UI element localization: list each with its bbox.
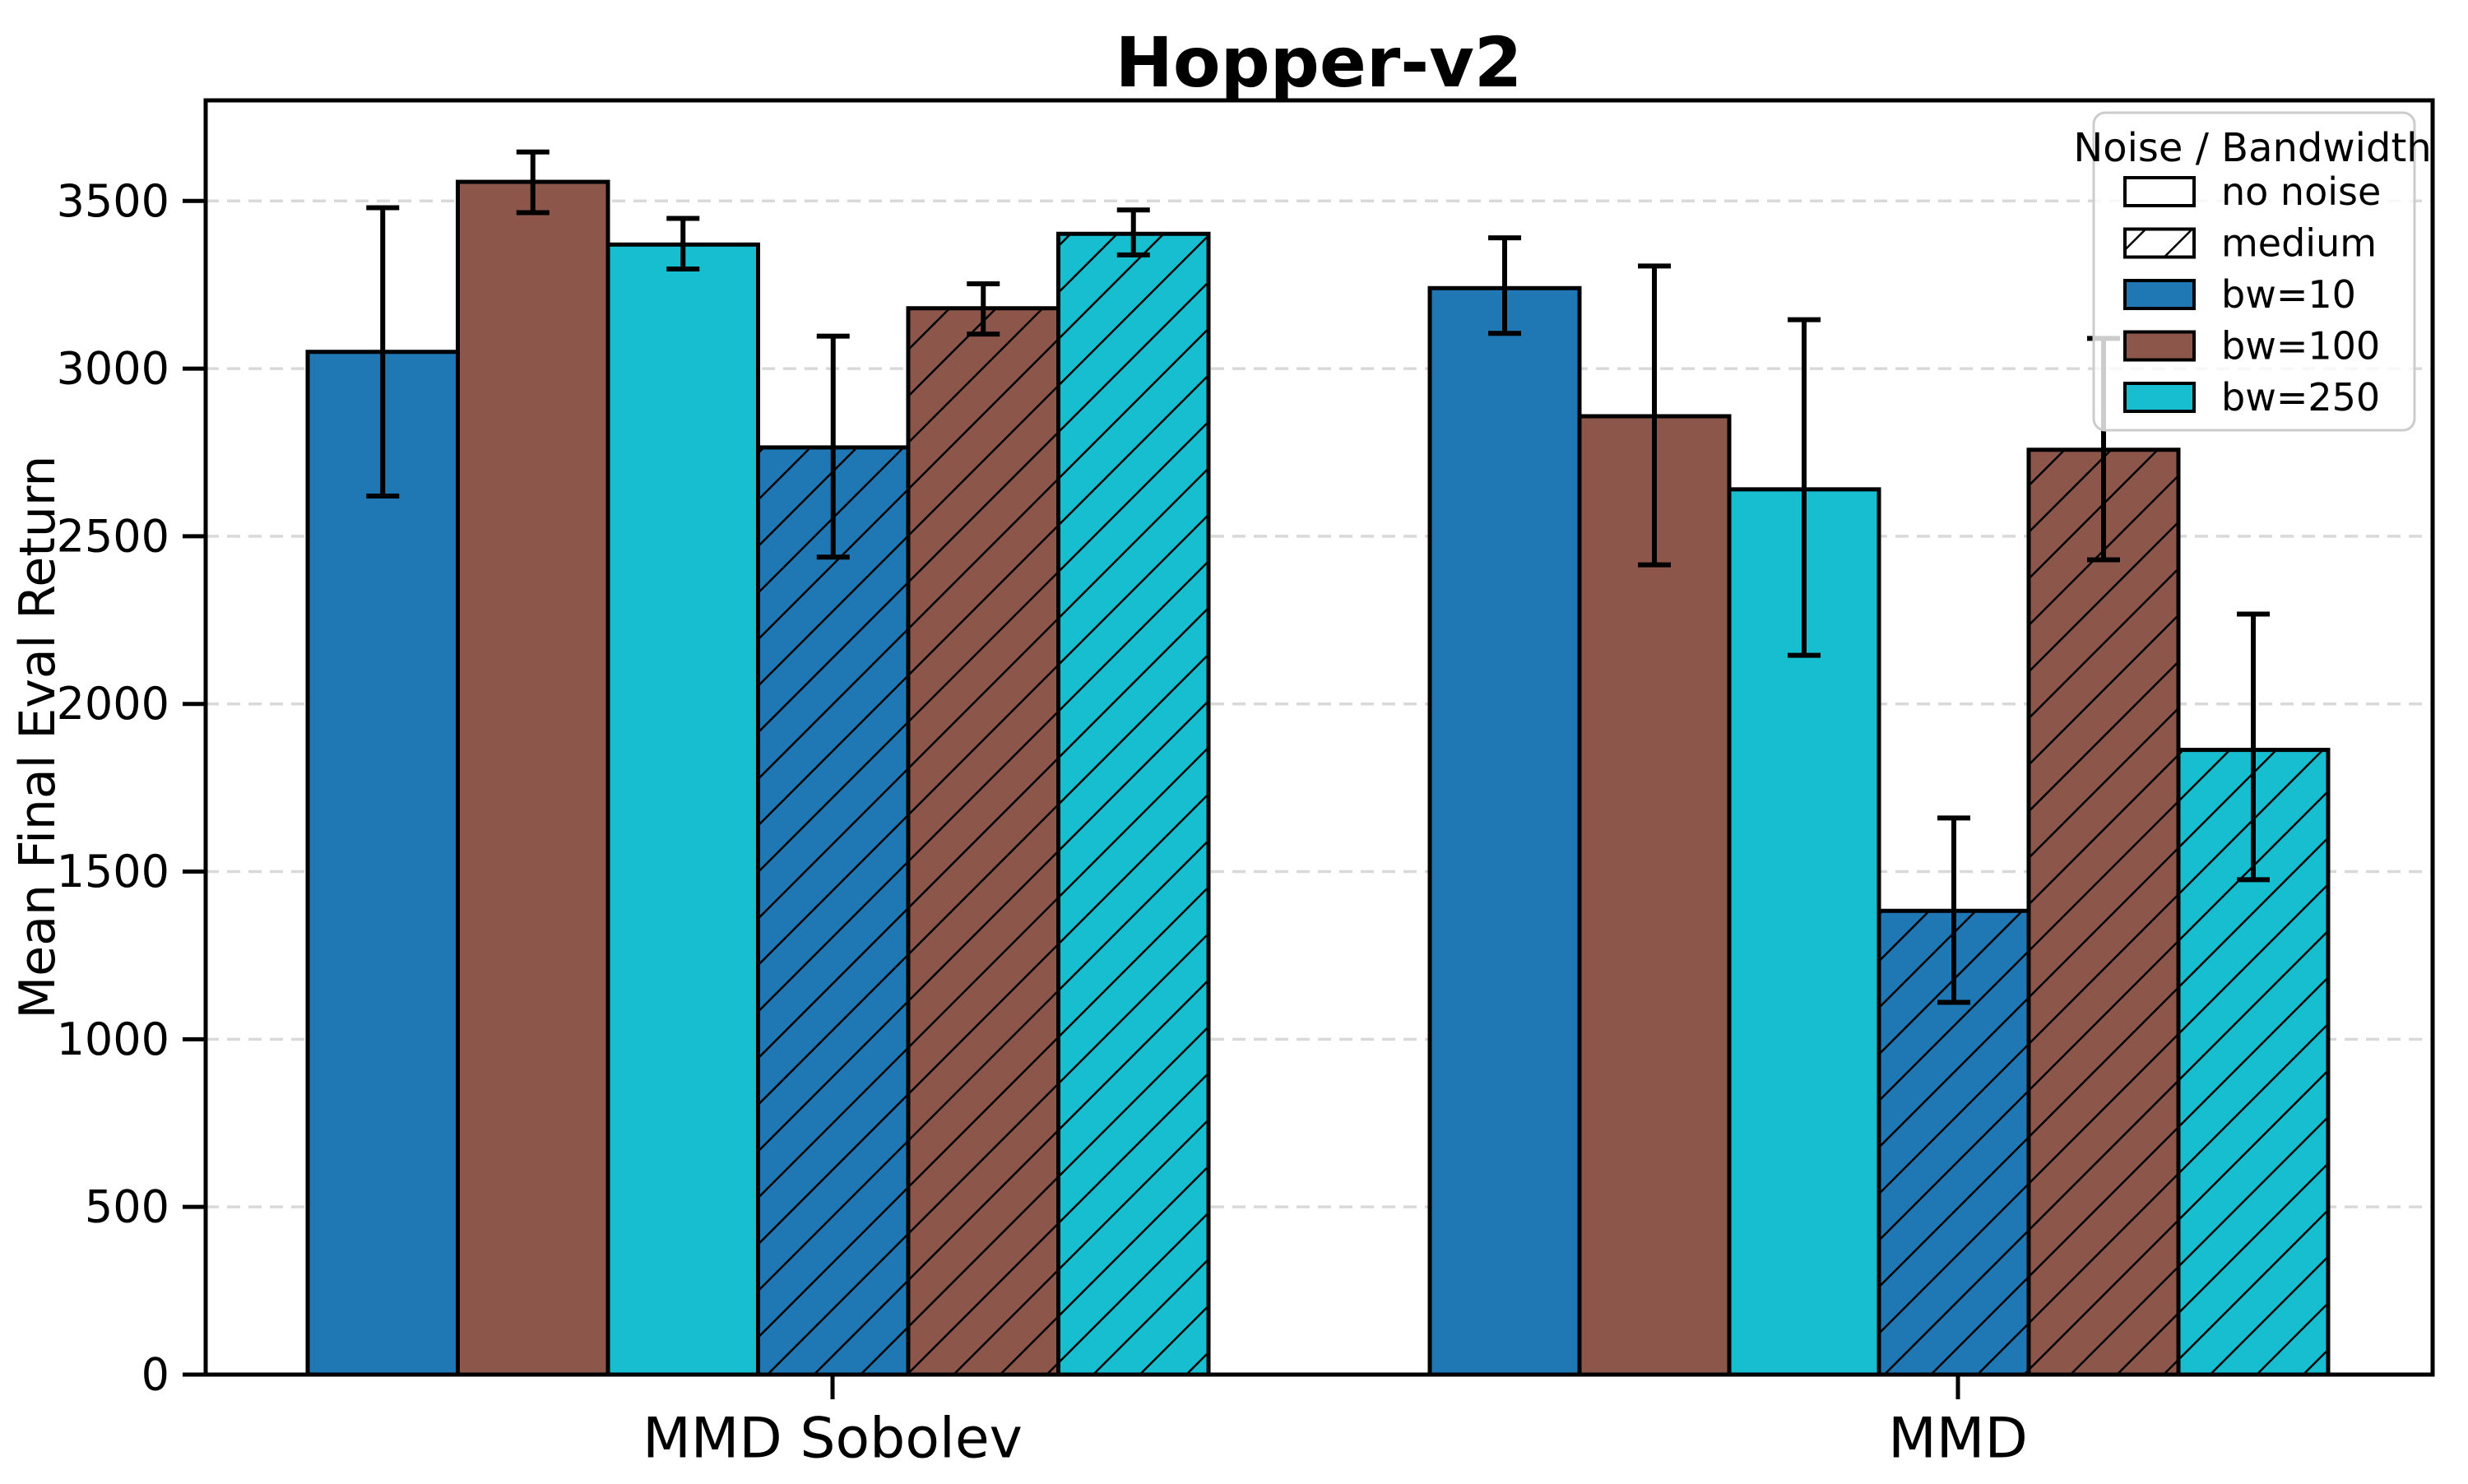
legend-title: Noise / Bandwidth [2073, 125, 2431, 171]
legend-entry-label: bw=10 [2221, 272, 2356, 317]
legend-entry-label: bw=250 [2221, 375, 2380, 420]
error-bar [1116, 207, 1150, 257]
legend-swatch [2123, 279, 2196, 310]
ticks-layer: 0 500 1000 1500 2000 2500 3000 3500 MMD Sobolev M… [57, 175, 2028, 1472]
error-bar [366, 205, 400, 499]
bars-layer [305, 149, 2331, 1377]
y-tick-label: 2500 [57, 510, 169, 562]
legend-entry: no noise [2123, 169, 2381, 214]
plot-border [203, 98, 2435, 1377]
legend-entry-label: no noise [2221, 169, 2381, 214]
legend-entry-label: bw=100 [2221, 324, 2380, 369]
y-tick-label: 3000 [57, 343, 169, 395]
legend-entry: medium [2123, 221, 2377, 266]
legend-entry-label: medium [2221, 221, 2377, 266]
chart-title: Hopper-v2 [1116, 22, 1523, 103]
error-bar [516, 149, 550, 216]
legend: no noise medium bw=10 bw=100 bw=250 [2092, 111, 2416, 432]
error-bar [2237, 611, 2270, 883]
legend-swatch [2123, 227, 2196, 259]
legend-swatch [2123, 176, 2196, 207]
y-axis-label: Mean Final Eval Return [9, 456, 67, 1019]
error-bar [1488, 235, 1521, 336]
legend-swatch [2123, 330, 2196, 362]
y-tick-label: 1000 [57, 1013, 169, 1065]
bar [305, 350, 460, 1377]
x-tick-label: MMD Sobolev [643, 1407, 1023, 1472]
x-tick-label: MMD [1888, 1407, 2028, 1472]
error-bar [1937, 815, 1970, 1005]
y-tick-label: 2000 [57, 678, 169, 730]
axes-layer [203, 98, 2435, 1377]
bar [2026, 448, 2181, 1377]
error-bar [816, 333, 850, 560]
error-bar [1788, 317, 1821, 658]
error-bar [666, 216, 700, 272]
legend-swatch [2123, 382, 2196, 413]
legend-entry: bw=10 [2123, 272, 2356, 317]
legend-entry: bw=100 [2123, 324, 2380, 369]
y-tick-label: 500 [85, 1181, 169, 1233]
bar [756, 445, 911, 1377]
y-tick-label: 0 [141, 1349, 169, 1401]
bar [1427, 285, 1582, 1377]
legend-entry: bw=250 [2123, 375, 2380, 420]
bar [906, 306, 1060, 1377]
y-tick-label: 1500 [57, 846, 169, 897]
y-tick-label: 3500 [57, 175, 169, 227]
bar [605, 242, 760, 1377]
bar [1056, 231, 1211, 1377]
error-bar [1638, 263, 1671, 568]
bar [456, 179, 610, 1377]
error-bar [967, 281, 1000, 337]
